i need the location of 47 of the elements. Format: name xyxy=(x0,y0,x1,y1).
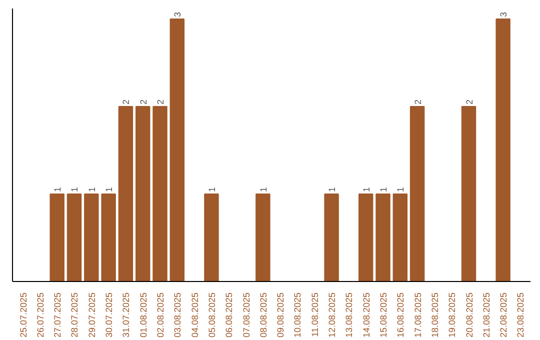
x-tick-label: 02.08.2025 xyxy=(156,292,166,338)
x-tick-label: 15.08.2025 xyxy=(378,292,388,338)
x-tick-label: 26.07.2025 xyxy=(35,292,46,338)
data-label: 3 xyxy=(498,12,509,17)
x-tick-label: 29.07.2025 xyxy=(86,292,97,338)
x-tick-label: 04.08.2025 xyxy=(190,292,200,338)
x-tick-label: 12.08.2025 xyxy=(327,292,338,338)
x-tick-label: 07.08.2025 xyxy=(241,292,252,338)
data-label: 2 xyxy=(412,99,423,104)
x-tick-label: 18.08.2025 xyxy=(430,292,440,338)
data-label: 1 xyxy=(378,186,388,192)
x-tick-label: 30.07.2025 xyxy=(104,292,114,338)
x-tick-label: 05.08.2025 xyxy=(206,292,217,338)
x-tick-label: 21.08.2025 xyxy=(481,292,492,338)
x-tick-label: 19.08.2025 xyxy=(447,292,458,338)
data-label: 1 xyxy=(104,186,114,192)
data-label: 1 xyxy=(396,186,406,192)
x-tick-label: 16.08.2025 xyxy=(396,292,406,338)
x-tick-label: 09.08.2025 xyxy=(276,292,286,338)
data-label: 2 xyxy=(156,99,166,104)
x-tick-label: 14.08.2025 xyxy=(361,292,372,338)
data-label: 2 xyxy=(121,99,132,104)
x-tick-label: 03.08.2025 xyxy=(172,292,183,338)
x-tick-label: 31.07.2025 xyxy=(121,292,132,338)
x-tick-label: 23.08.2025 xyxy=(516,292,526,338)
data-label: 1 xyxy=(327,186,338,192)
x-tick-label: 11.08.2025 xyxy=(310,292,320,337)
x-tick-label: 06.08.2025 xyxy=(224,292,234,338)
data-label: 1 xyxy=(258,186,268,192)
data-label: 1 xyxy=(361,186,372,192)
x-tick-label: 25.07.2025 xyxy=(18,292,28,338)
x-tick-label: 27.07.2025 xyxy=(52,292,63,338)
x-tick-label: 22.08.2025 xyxy=(498,292,509,338)
data-label: 1 xyxy=(206,186,217,192)
data-label: 2 xyxy=(138,99,148,104)
x-tick-label: 08.08.2025 xyxy=(258,292,268,338)
x-tick-label: 01.08.2025 xyxy=(138,292,148,338)
x-tick-label: 17.08.2025 xyxy=(412,292,423,338)
data-label: 1 xyxy=(70,186,80,192)
data-label: 3 xyxy=(172,12,183,17)
data-label: 1 xyxy=(86,186,97,192)
x-tick-label: 20.08.2025 xyxy=(464,292,474,338)
x-tick-label: 10.08.2025 xyxy=(292,292,303,338)
data-label: 1 xyxy=(52,186,63,192)
data-label: 2 xyxy=(464,99,474,104)
x-tick-label: 13.08.2025 xyxy=(344,292,354,338)
x-tick-label: 28.07.2025 xyxy=(70,292,80,338)
